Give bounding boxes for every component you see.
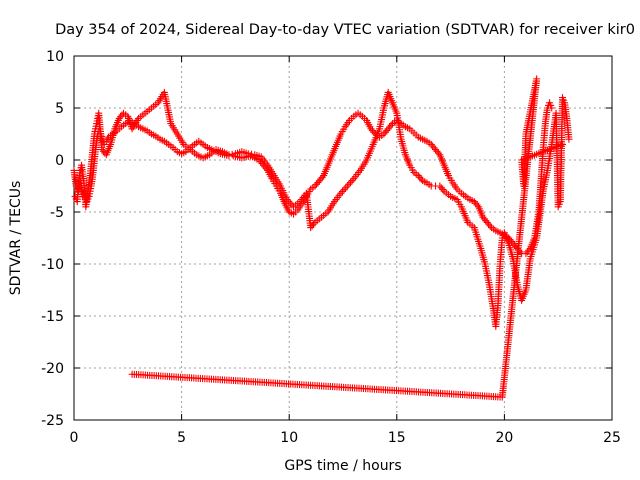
y-tick-labels: -25 -20 -15 -10 -5 0 5 10 bbox=[41, 49, 64, 429]
data-point bbox=[387, 121, 395, 129]
x-tick-label: 15 bbox=[388, 430, 406, 446]
data-point bbox=[310, 220, 318, 228]
data-point bbox=[340, 186, 348, 194]
data-point bbox=[439, 185, 447, 193]
data-point bbox=[347, 178, 355, 186]
x-tick-label: 5 bbox=[177, 430, 186, 446]
data-point bbox=[486, 222, 494, 230]
y-tick-label: -5 bbox=[50, 205, 64, 221]
data-point bbox=[434, 149, 442, 157]
data-point bbox=[345, 180, 353, 188]
y-tick-label: -20 bbox=[41, 361, 64, 377]
x-tick-label: 25 bbox=[603, 430, 621, 446]
y-tick-label: -25 bbox=[41, 413, 64, 429]
data-point bbox=[525, 246, 533, 254]
y-tick-label: -10 bbox=[41, 257, 64, 273]
x-tick-label: 10 bbox=[280, 430, 298, 446]
y-axis-label: SDTVAR / TECUs bbox=[8, 181, 24, 296]
data-point bbox=[548, 104, 556, 112]
data-point bbox=[342, 184, 350, 192]
axis-ticks bbox=[73, 55, 613, 421]
data-point bbox=[348, 177, 356, 185]
y-tick-label: -15 bbox=[41, 309, 64, 325]
y-tick-label: 10 bbox=[46, 49, 64, 65]
data-point bbox=[318, 173, 326, 181]
plot-frame bbox=[73, 55, 613, 421]
data-point bbox=[417, 175, 425, 183]
data-point bbox=[565, 135, 573, 143]
data-point bbox=[338, 187, 346, 195]
x-tick-label: 0 bbox=[70, 430, 79, 446]
data-point bbox=[370, 128, 378, 136]
data-points bbox=[70, 75, 573, 401]
x-tick-label: 20 bbox=[495, 430, 513, 446]
chart-title: Day 354 of 2024, Sidereal Day-to-day VTE… bbox=[55, 22, 635, 38]
x-tick-labels: 0 5 10 15 20 25 bbox=[70, 430, 621, 446]
data-point bbox=[559, 140, 567, 148]
data-point bbox=[343, 182, 351, 190]
y-tick-label: 5 bbox=[55, 101, 64, 117]
y-tick-label: 0 bbox=[55, 153, 64, 169]
x-axis-label: GPS time / hours bbox=[284, 458, 401, 474]
data-point bbox=[473, 201, 481, 209]
